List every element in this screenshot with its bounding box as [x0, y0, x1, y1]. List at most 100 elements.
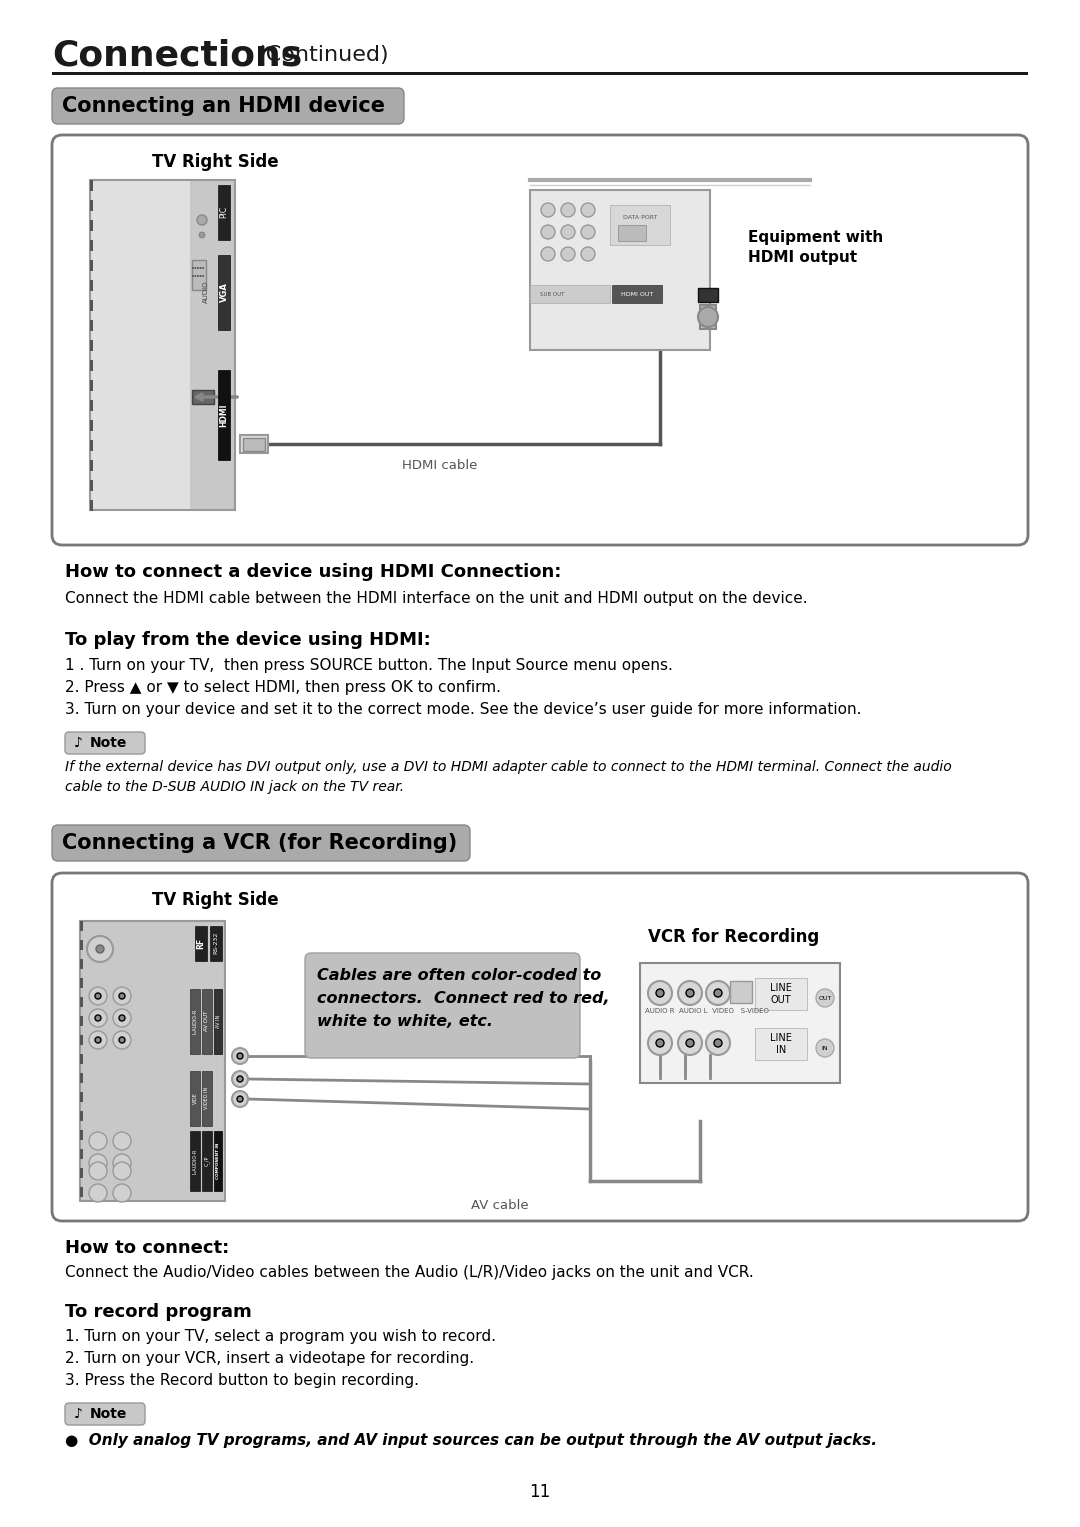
- Bar: [90, 499, 93, 512]
- Circle shape: [113, 1132, 131, 1150]
- Bar: [218, 370, 230, 460]
- Bar: [214, 989, 222, 1054]
- Circle shape: [714, 1038, 723, 1048]
- Circle shape: [194, 275, 197, 276]
- Bar: [80, 1092, 83, 1102]
- Bar: [80, 1073, 83, 1083]
- Bar: [190, 1132, 200, 1191]
- Circle shape: [541, 224, 555, 240]
- Bar: [90, 440, 93, 450]
- Text: IN: IN: [822, 1046, 828, 1051]
- Text: Connect the Audio/Video cables between the Audio (L/R)/Video jacks on the unit a: Connect the Audio/Video cables between t…: [65, 1264, 754, 1280]
- FancyBboxPatch shape: [52, 89, 404, 124]
- Circle shape: [89, 1009, 107, 1028]
- Text: ♪: ♪: [75, 1406, 83, 1422]
- Circle shape: [561, 203, 575, 217]
- Circle shape: [202, 275, 204, 276]
- Circle shape: [113, 1183, 131, 1202]
- Circle shape: [678, 980, 702, 1005]
- Text: PIC: PIC: [219, 206, 229, 218]
- Bar: [90, 321, 93, 331]
- Circle shape: [232, 1048, 248, 1064]
- Circle shape: [119, 1015, 125, 1022]
- FancyBboxPatch shape: [52, 825, 470, 861]
- Bar: [80, 977, 83, 988]
- Bar: [80, 921, 225, 1202]
- Circle shape: [95, 993, 102, 999]
- Circle shape: [816, 989, 834, 1006]
- Bar: [90, 380, 93, 391]
- Circle shape: [192, 267, 194, 269]
- Text: Cables are often color-coded to
connectors.  Connect red to red,
white to white,: Cables are often color-coded to connecto…: [318, 968, 609, 1029]
- Circle shape: [541, 203, 555, 217]
- Circle shape: [581, 203, 595, 217]
- Text: Connecting an HDMI device: Connecting an HDMI device: [62, 96, 384, 116]
- Circle shape: [714, 989, 723, 997]
- Text: Connections: Connections: [52, 38, 302, 72]
- Circle shape: [678, 1031, 702, 1055]
- Text: SUB OUT: SUB OUT: [540, 292, 565, 296]
- Text: ●  Only analog TV programs, and AV input sources can be output through the AV ou: ● Only analog TV programs, and AV input …: [65, 1432, 877, 1448]
- Text: To play from the device using HDMI:: To play from the device using HDMI:: [65, 631, 431, 649]
- Text: If the external device has DVI output only, use a DVI to HDMI adapter cable to c: If the external device has DVI output on…: [65, 760, 951, 794]
- Text: VGA: VGA: [219, 282, 229, 302]
- Text: 3. Turn on your device and set it to the correct mode. See the device’s user gui: 3. Turn on your device and set it to the…: [65, 702, 862, 718]
- Circle shape: [200, 275, 202, 276]
- Text: COMPONENT IN: COMPONENT IN: [216, 1142, 220, 1179]
- Bar: [90, 240, 93, 250]
- Circle shape: [197, 267, 199, 269]
- Text: ♪: ♪: [75, 736, 83, 750]
- Circle shape: [581, 247, 595, 261]
- Bar: [90, 299, 93, 312]
- Text: VIDE: VIDE: [192, 1092, 198, 1104]
- Text: To record program: To record program: [65, 1303, 252, 1321]
- Circle shape: [686, 989, 694, 997]
- Circle shape: [194, 267, 197, 269]
- Text: RS-232: RS-232: [214, 931, 218, 954]
- Circle shape: [197, 215, 207, 224]
- Bar: [90, 460, 93, 470]
- Text: L-AUDIO-R: L-AUDIO-R: [192, 1148, 198, 1174]
- Circle shape: [119, 993, 125, 999]
- Circle shape: [113, 986, 131, 1005]
- Bar: [730, 980, 752, 1003]
- Bar: [755, 1028, 807, 1060]
- Bar: [210, 925, 222, 960]
- Bar: [755, 977, 807, 1009]
- Bar: [243, 438, 265, 450]
- Bar: [530, 286, 610, 302]
- Circle shape: [95, 1015, 102, 1022]
- Text: LINE
IN: LINE IN: [770, 1034, 792, 1055]
- Text: 1 . Turn on your TV,  then press SOURCE button. The Input Source menu opens.: 1 . Turn on your TV, then press SOURCE b…: [65, 658, 673, 673]
- Circle shape: [237, 1077, 243, 1083]
- Bar: [214, 1132, 222, 1191]
- Text: 3. Press the Record button to begin recording.: 3. Press the Record button to begin reco…: [65, 1373, 419, 1388]
- Circle shape: [232, 1070, 248, 1087]
- Bar: [80, 921, 225, 1202]
- Bar: [610, 205, 670, 244]
- Circle shape: [113, 1154, 131, 1173]
- Text: 11: 11: [529, 1483, 551, 1501]
- Bar: [240, 435, 268, 454]
- Circle shape: [581, 224, 595, 240]
- Text: TV Right Side: TV Right Side: [152, 153, 279, 171]
- Text: AV cable: AV cable: [471, 1199, 529, 1212]
- Text: DATA PORT: DATA PORT: [623, 215, 658, 220]
- Text: (Continued): (Continued): [249, 44, 389, 66]
- Bar: [530, 189, 710, 350]
- Bar: [90, 479, 93, 492]
- Text: C_/P: C_/P: [204, 1156, 210, 1167]
- Bar: [80, 1112, 83, 1121]
- Circle shape: [706, 980, 730, 1005]
- Text: AUDIO R  AUDIO L  VIDEO   S-VIDEO: AUDIO R AUDIO L VIDEO S-VIDEO: [645, 1008, 769, 1014]
- Circle shape: [89, 986, 107, 1005]
- Bar: [90, 420, 93, 431]
- Text: LINE
OUT: LINE OUT: [770, 983, 792, 1005]
- Circle shape: [95, 1037, 102, 1043]
- Circle shape: [89, 1132, 107, 1150]
- Bar: [90, 180, 235, 510]
- Circle shape: [202, 267, 204, 269]
- Text: L-AUDIO-R: L-AUDIO-R: [192, 1008, 198, 1034]
- Bar: [90, 400, 93, 411]
- Circle shape: [648, 1031, 672, 1055]
